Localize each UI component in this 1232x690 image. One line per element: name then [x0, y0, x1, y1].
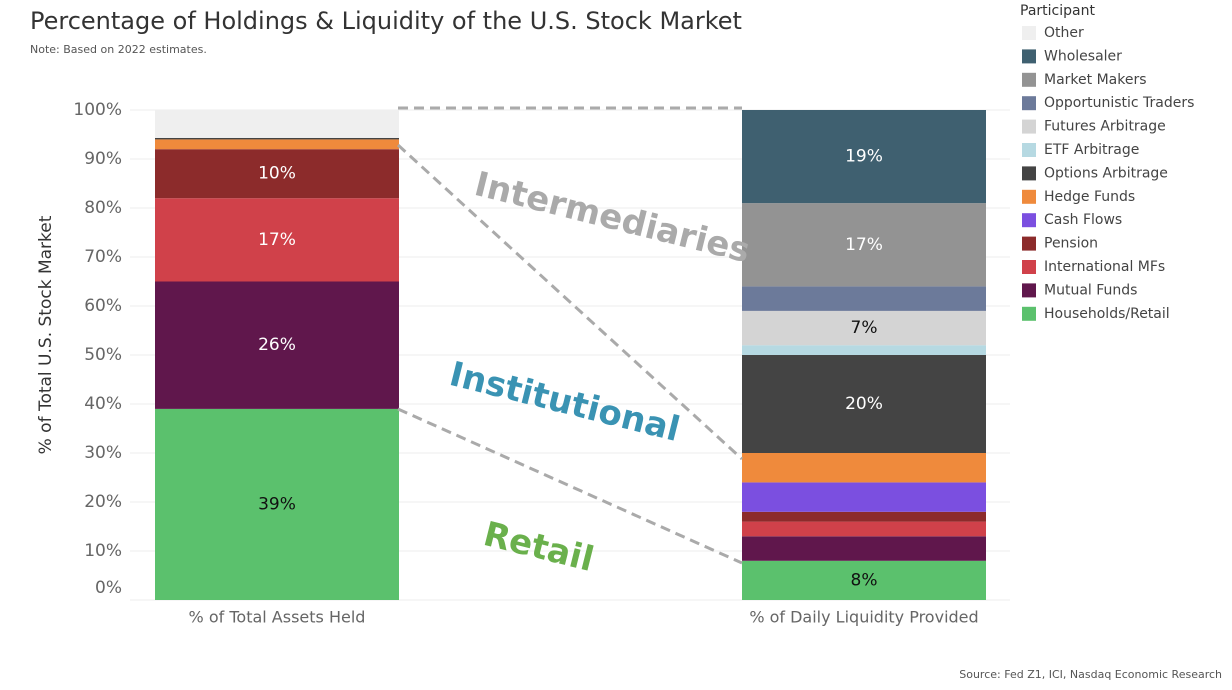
bar-segment [155, 110, 399, 138]
annotation: Retail [480, 514, 598, 580]
annotation: Intermediaries [471, 164, 754, 271]
y-tick-label: 80% [84, 198, 122, 218]
y-tick-label: 50% [84, 345, 122, 365]
chart-subtitle: Note: Based on 2022 estimates. [30, 43, 207, 56]
legend-label: Wholesaler [1044, 48, 1122, 64]
legend-label: ETF Arbitrage [1044, 142, 1139, 158]
bar-segment [742, 482, 986, 512]
bar-segment [742, 453, 986, 483]
legend-swatch [1022, 260, 1036, 274]
bar-segment [155, 139, 399, 150]
y-tick-label: 100% [73, 100, 122, 120]
legend-title: Participant [1020, 3, 1095, 19]
legend-label: Households/Retail [1044, 306, 1170, 322]
data-label: 17% [845, 235, 883, 255]
bar-segment [742, 286, 986, 311]
bar-segment [155, 149, 399, 199]
legend-swatch [1022, 236, 1036, 251]
y-axis-label: % of Total U.S. Stock Market [36, 215, 56, 454]
legend-swatch [1022, 213, 1036, 228]
legend-swatch [1022, 306, 1036, 321]
bar-segment [742, 511, 986, 522]
legend-label: International MFs [1044, 259, 1165, 275]
legend-label: Cash Flows [1044, 212, 1122, 228]
connectors [396, 106, 744, 565]
y-tick-label: 40% [84, 394, 122, 414]
legend-label: Other [1044, 25, 1084, 41]
bar-segment [742, 203, 986, 287]
bar-segment [155, 408, 399, 600]
y-tick-label: 0% [95, 578, 122, 598]
y-tick-label: 90% [84, 149, 122, 169]
y-tick-label: 30% [84, 443, 122, 463]
y-tick-label: 10% [84, 541, 122, 561]
legend-label: Pension [1044, 236, 1098, 252]
legend-swatch [1022, 119, 1036, 134]
connector [396, 143, 744, 461]
bar-segment [742, 560, 986, 600]
source: Source: Fed Z1, ICI, Nasdaq Economic Res… [959, 668, 1222, 681]
y-tick-label: 20% [84, 492, 122, 512]
y-tick-label: 60% [84, 296, 122, 316]
y-tick-label: 70% [84, 247, 122, 267]
legend-swatch [1022, 49, 1036, 64]
legend-label: Hedge Funds [1044, 189, 1135, 205]
bar-segment [155, 281, 399, 409]
legend-label: Mutual Funds [1044, 282, 1137, 298]
x-tick-label: % of Daily Liquidity Provided [749, 608, 978, 627]
legend-swatch [1022, 96, 1036, 111]
bar-segment [742, 110, 986, 204]
plot: 0% 10% 20% 30% 40% 50% 60% 70% 80% 90% 100% % of To… [73, 100, 1010, 627]
legend-label: Opportunistic Traders [1044, 95, 1194, 111]
bar-segment [742, 310, 986, 346]
chart-title: Percentage of Holdings & Liquidity of th… [30, 7, 742, 35]
data-label: 10% [258, 164, 296, 184]
legend-label: Options Arbitrage [1044, 165, 1168, 181]
data-label: 19% [845, 147, 883, 167]
legend-swatch [1022, 189, 1036, 204]
legend-label: Futures Arbitrage [1044, 119, 1166, 135]
data-label: 8% [851, 570, 878, 590]
bar-segment [742, 536, 986, 561]
legend-label: Market Makers [1044, 72, 1147, 88]
annotation: Institutional [446, 354, 684, 450]
data-label: 17% [258, 230, 296, 250]
bar-segment [742, 345, 986, 355]
bar-segment [742, 521, 986, 537]
legend-swatch [1022, 26, 1036, 40]
legend-swatch [1022, 143, 1036, 157]
bar-segment [155, 198, 399, 282]
legend-swatch [1022, 72, 1036, 87]
legend-swatch [1022, 166, 1036, 181]
data-label: 7% [851, 318, 878, 338]
bar-segment [155, 137, 399, 140]
legend-swatch [1022, 283, 1036, 298]
data-label: 20% [845, 394, 883, 414]
bar-segment [742, 355, 986, 453]
data-label: 26% [258, 335, 296, 355]
data-label: 39% [258, 494, 296, 514]
x-tick-label: % of Total Assets Held [189, 608, 366, 627]
